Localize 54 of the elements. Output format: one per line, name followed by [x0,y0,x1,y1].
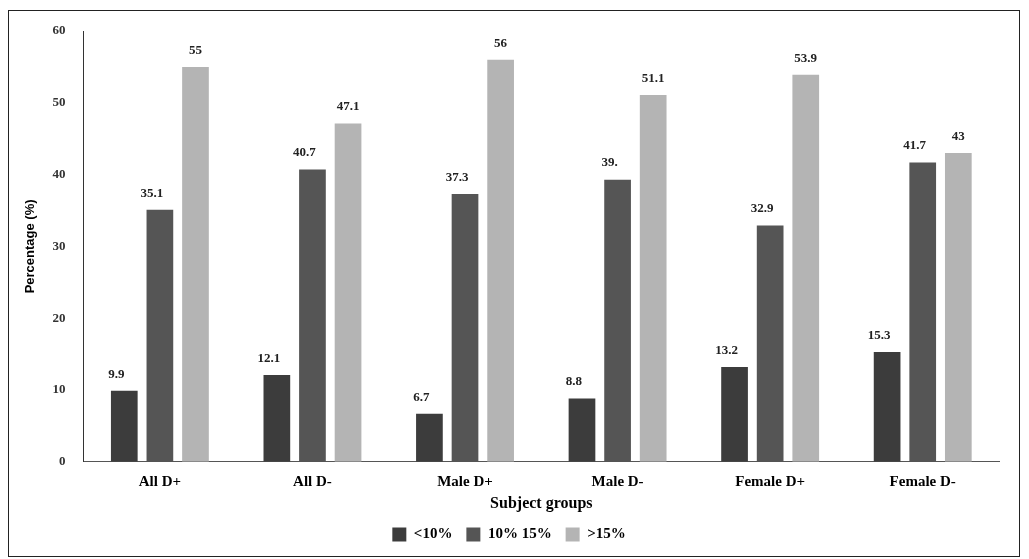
data-label: 39. [601,154,618,170]
bar [792,74,820,462]
bar [110,390,138,462]
y-tick-label: 30 [52,237,66,253]
data-label: 51.1 [641,69,665,85]
y-tick-label: 10 [52,381,66,397]
bar [639,94,667,462]
bar [263,374,291,462]
bar [604,179,631,462]
bar [568,398,596,462]
bar [873,351,901,462]
x-tick-label: Female D- [889,472,956,489]
bar [721,367,748,462]
data-label: 53.9 [794,49,818,65]
bar [299,169,326,462]
bar [451,193,479,462]
x-tick-label: All D+ [138,472,182,489]
data-label: 6.7 [413,388,431,404]
data-label: 40.7 [293,144,317,160]
y-tick-label: 0 [59,453,66,469]
y-axis-title: Percentage (%) [22,199,38,294]
bar [416,413,443,462]
x-tick-label: Female D+ [735,472,806,489]
legend-label: 10% 15% [487,525,552,542]
data-label: 56 [494,34,508,50]
data-label: 47.1 [336,98,360,114]
bar [756,225,784,462]
data-label: 12.1 [257,349,281,365]
x-axis-title: Subject groups [490,493,593,512]
x-tick-label: Male D+ [437,472,493,489]
data-label: 15.3 [867,326,891,342]
legend-label: >15% [587,525,626,542]
data-label: 55 [188,41,203,57]
legend-label: <10% [413,525,453,542]
x-tick-label: All D- [293,472,332,489]
bar [334,123,362,462]
bar [944,153,972,462]
bar [146,209,174,462]
bar [909,162,937,462]
data-label: 9.9 [108,365,125,381]
data-label: 43 [951,127,966,143]
data-label: 8.8 [565,373,583,389]
data-label: 13.2 [715,341,738,357]
data-label: 37.3 [445,168,469,184]
y-tick-label: 20 [52,309,66,325]
data-label: 41.7 [903,137,927,153]
data-label: 32.9 [750,200,775,216]
data-label: 35.1 [140,184,164,200]
y-tick-label: 60 [52,22,66,38]
bar [487,59,514,462]
x-tick-label: Male D- [591,472,644,489]
y-tick-label: 40 [52,165,66,181]
bar [182,66,209,462]
y-tick-label: 50 [52,94,66,110]
